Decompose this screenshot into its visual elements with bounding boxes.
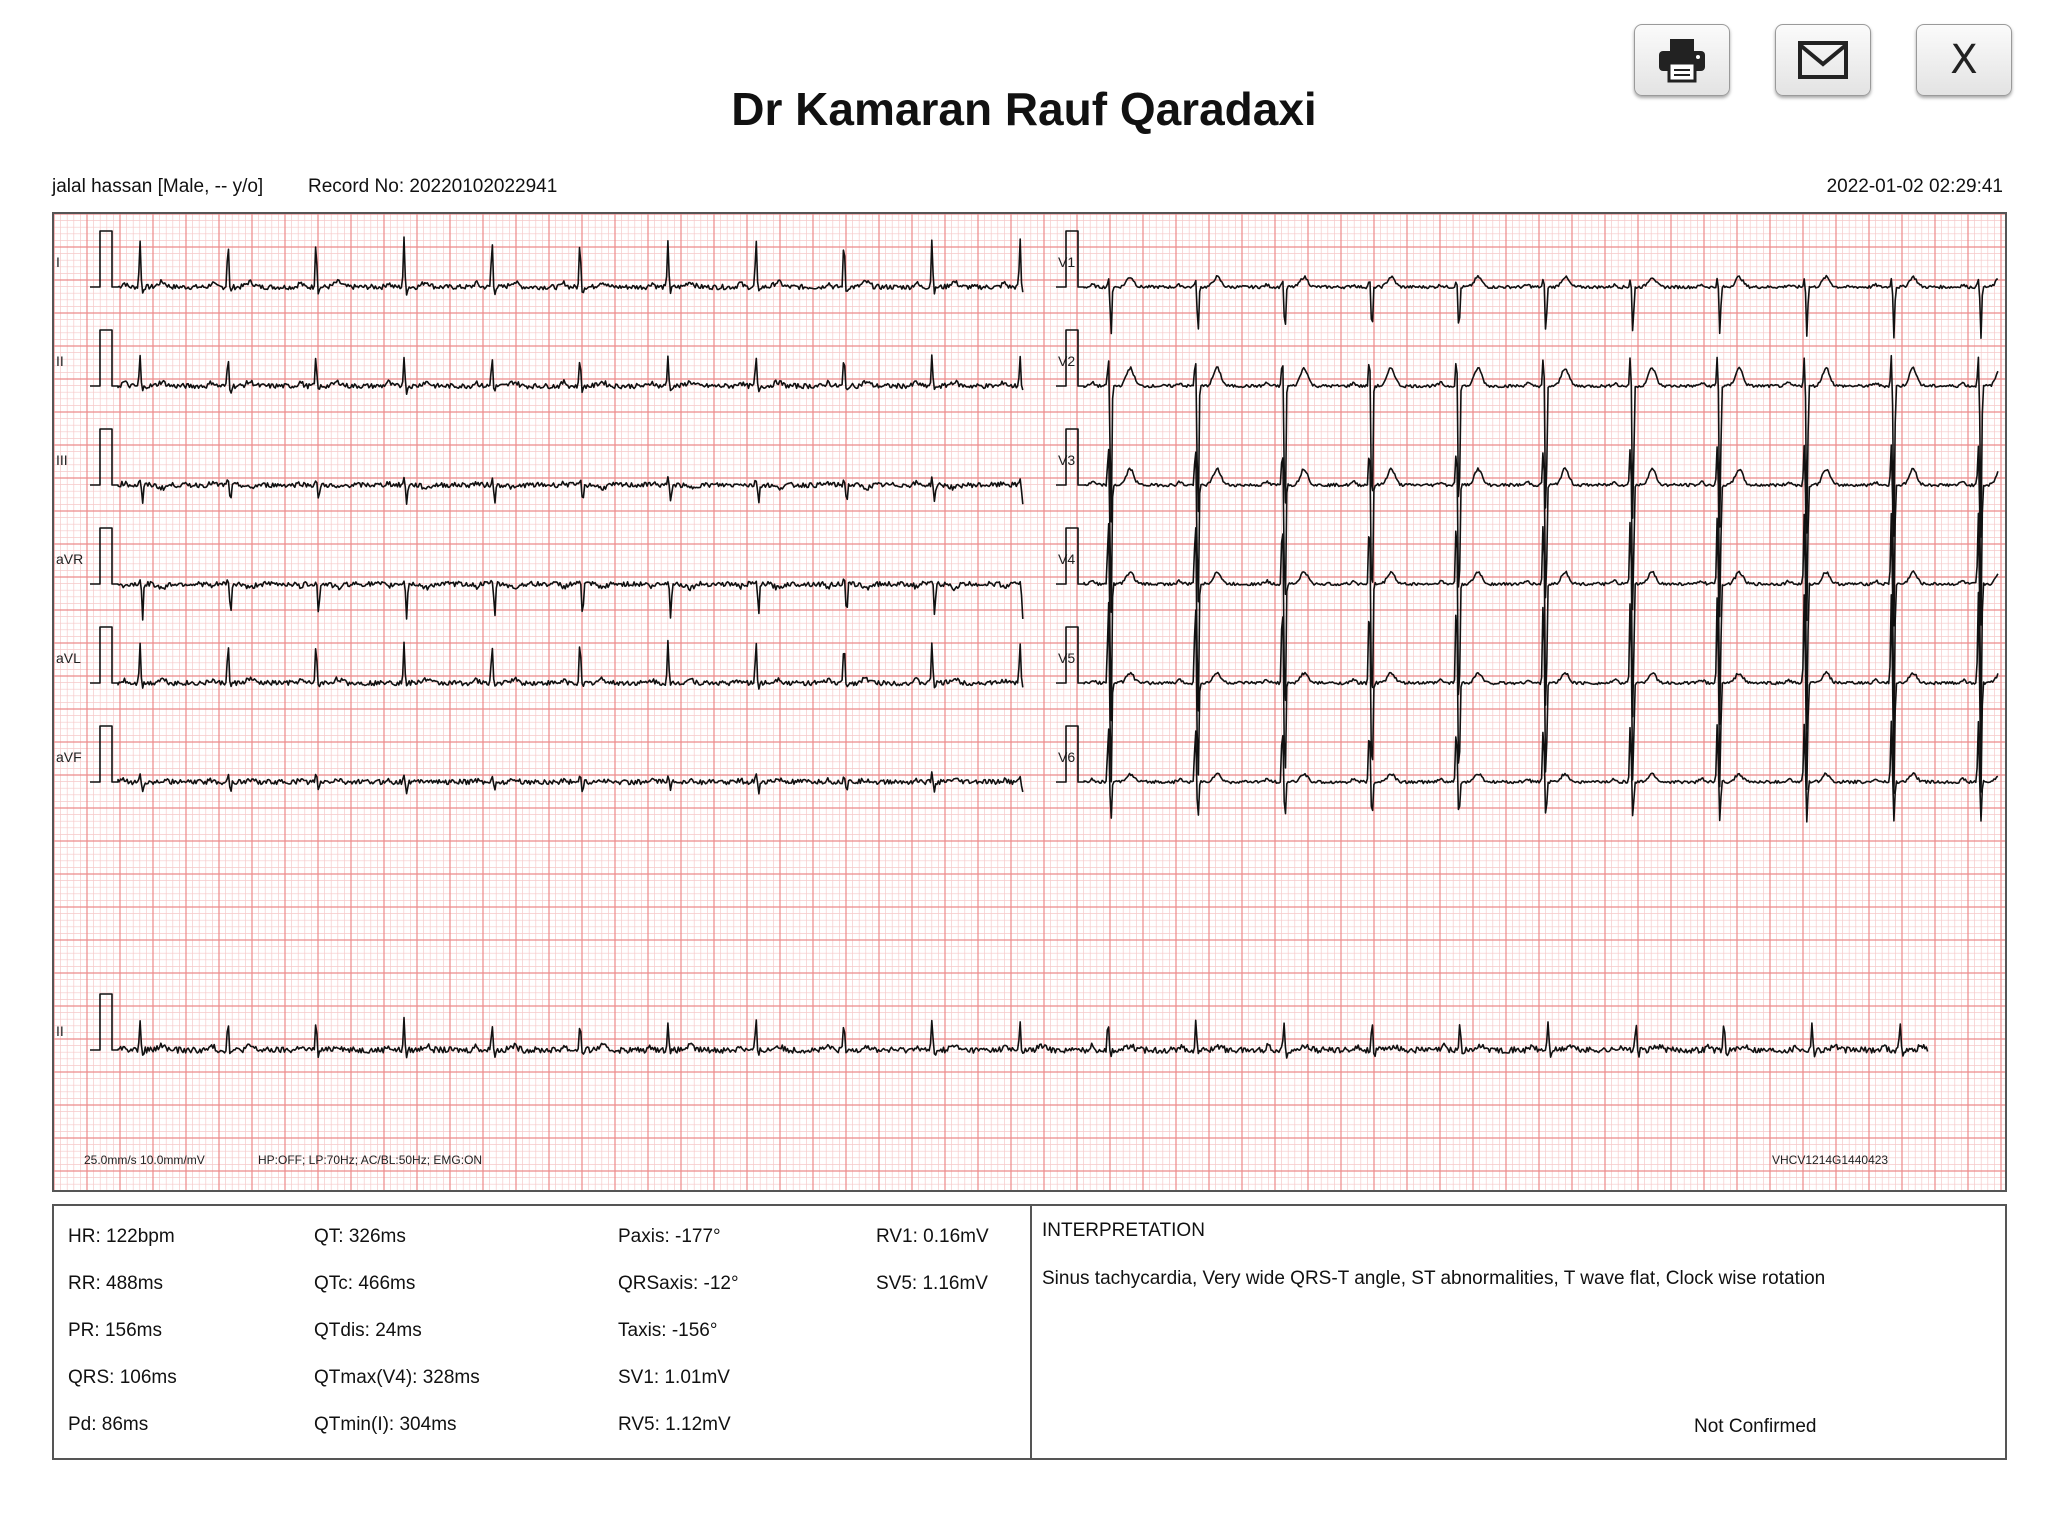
measurement-qtmin: QTmin(I): 304ms: [314, 1414, 457, 1435]
patient-info: jalal hassan [Male, -- y/o]: [52, 176, 264, 197]
record-datetime: 2022-01-02 02:29:41: [1826, 176, 2003, 197]
trace-v3: [1056, 428, 1999, 627]
measurement-qtdis: QTdis: 24ms: [314, 1320, 422, 1341]
measurement-pd: Pd: 86ms: [68, 1414, 149, 1435]
trace-v4: [1056, 512, 1999, 735]
grid-major: [54, 214, 2005, 1190]
trace-v6: [1056, 720, 1999, 823]
measurement-qrs: QRS: 106ms: [68, 1367, 177, 1388]
measurement-rr: RR: 488ms: [68, 1273, 164, 1294]
speed-gain-label: 25.0mm/s 10.0mm/mV: [84, 1153, 205, 1167]
lead-label-i: I: [56, 254, 60, 270]
panel-divider: [1030, 1206, 1032, 1458]
device-id-label: VHCV1214G1440423: [1772, 1153, 1888, 1167]
page-title: Dr Kamaran Rauf Qaradaxi: [731, 83, 1317, 135]
lead-label-avr: aVR: [56, 551, 83, 567]
ecg-chart: I II III aVR aVL aVF V1 V2 V3 V4 V5 V6 II 25.0mm/s 10…: [52, 212, 2007, 1192]
trace-avf: [90, 725, 1024, 795]
trace-v2: [1056, 329, 1999, 538]
confirmation-status: Not Confirmed: [1694, 1416, 1817, 1437]
trace-avl: [90, 626, 1024, 690]
printer-icon: [1659, 39, 1705, 83]
measurement-paxis: Paxis: -177°: [618, 1226, 721, 1247]
trace-ii: [90, 329, 1024, 395]
trace-rhythm-ii: [90, 993, 1929, 1059]
close-icon: X: [1950, 37, 1978, 83]
measurement-sv5: SV5: 1.16mV: [876, 1273, 988, 1294]
measurement-qtmax: QTmax(V4): 328ms: [314, 1367, 480, 1388]
measurement-sv1: SV1: 1.01mV: [618, 1367, 730, 1388]
filter-settings-label: HP:OFF; LP:70Hz; AC/BL:50Hz; EMG:ON: [258, 1153, 482, 1167]
record-number: Record No: 20220102022941: [308, 176, 558, 197]
email-button[interactable]: [1775, 24, 1871, 96]
lead-label-rhythm-ii: II: [56, 1023, 64, 1039]
measurement-hr: HR: 122bpm: [68, 1226, 175, 1247]
measurement-qt: QT: 326ms: [314, 1226, 406, 1247]
measurement-qrsaxis: QRSaxis: -12°: [618, 1273, 739, 1294]
lead-label-avf: aVF: [56, 749, 82, 765]
measurement-qtc: QTc: 466ms: [314, 1273, 416, 1294]
trace-v1: [1056, 230, 1999, 339]
grid-minor: [54, 214, 2005, 1190]
interpretation-heading: INTERPRETATION: [1042, 1220, 1205, 1241]
measurement-pr: PR: 156ms: [68, 1320, 162, 1341]
trace-iii: [90, 428, 1024, 505]
lead-label-ii: II: [56, 353, 64, 369]
measurement-rv5: RV5: 1.12mV: [618, 1414, 731, 1435]
interpretation-text: Sinus tachycardia, Very wide QRS-T angle…: [1042, 1268, 1826, 1289]
close-button[interactable]: X: [1916, 24, 2012, 96]
measurement-taxis: Taxis: -156°: [618, 1320, 718, 1341]
lead-label-avl: aVL: [56, 650, 81, 666]
lead-label-iii: III: [56, 452, 68, 468]
trace-avr: [90, 527, 1024, 621]
measurements-panel: HR: 122bpm RR: 488ms PR: 156ms QRS: 106m…: [52, 1204, 2007, 1460]
print-button[interactable]: [1634, 24, 1730, 96]
trace-i: [90, 230, 1024, 296]
measurement-rv1: RV1: 0.16mV: [876, 1226, 989, 1247]
envelope-icon: [1798, 41, 1848, 79]
trace-v5: [1056, 591, 1999, 794]
